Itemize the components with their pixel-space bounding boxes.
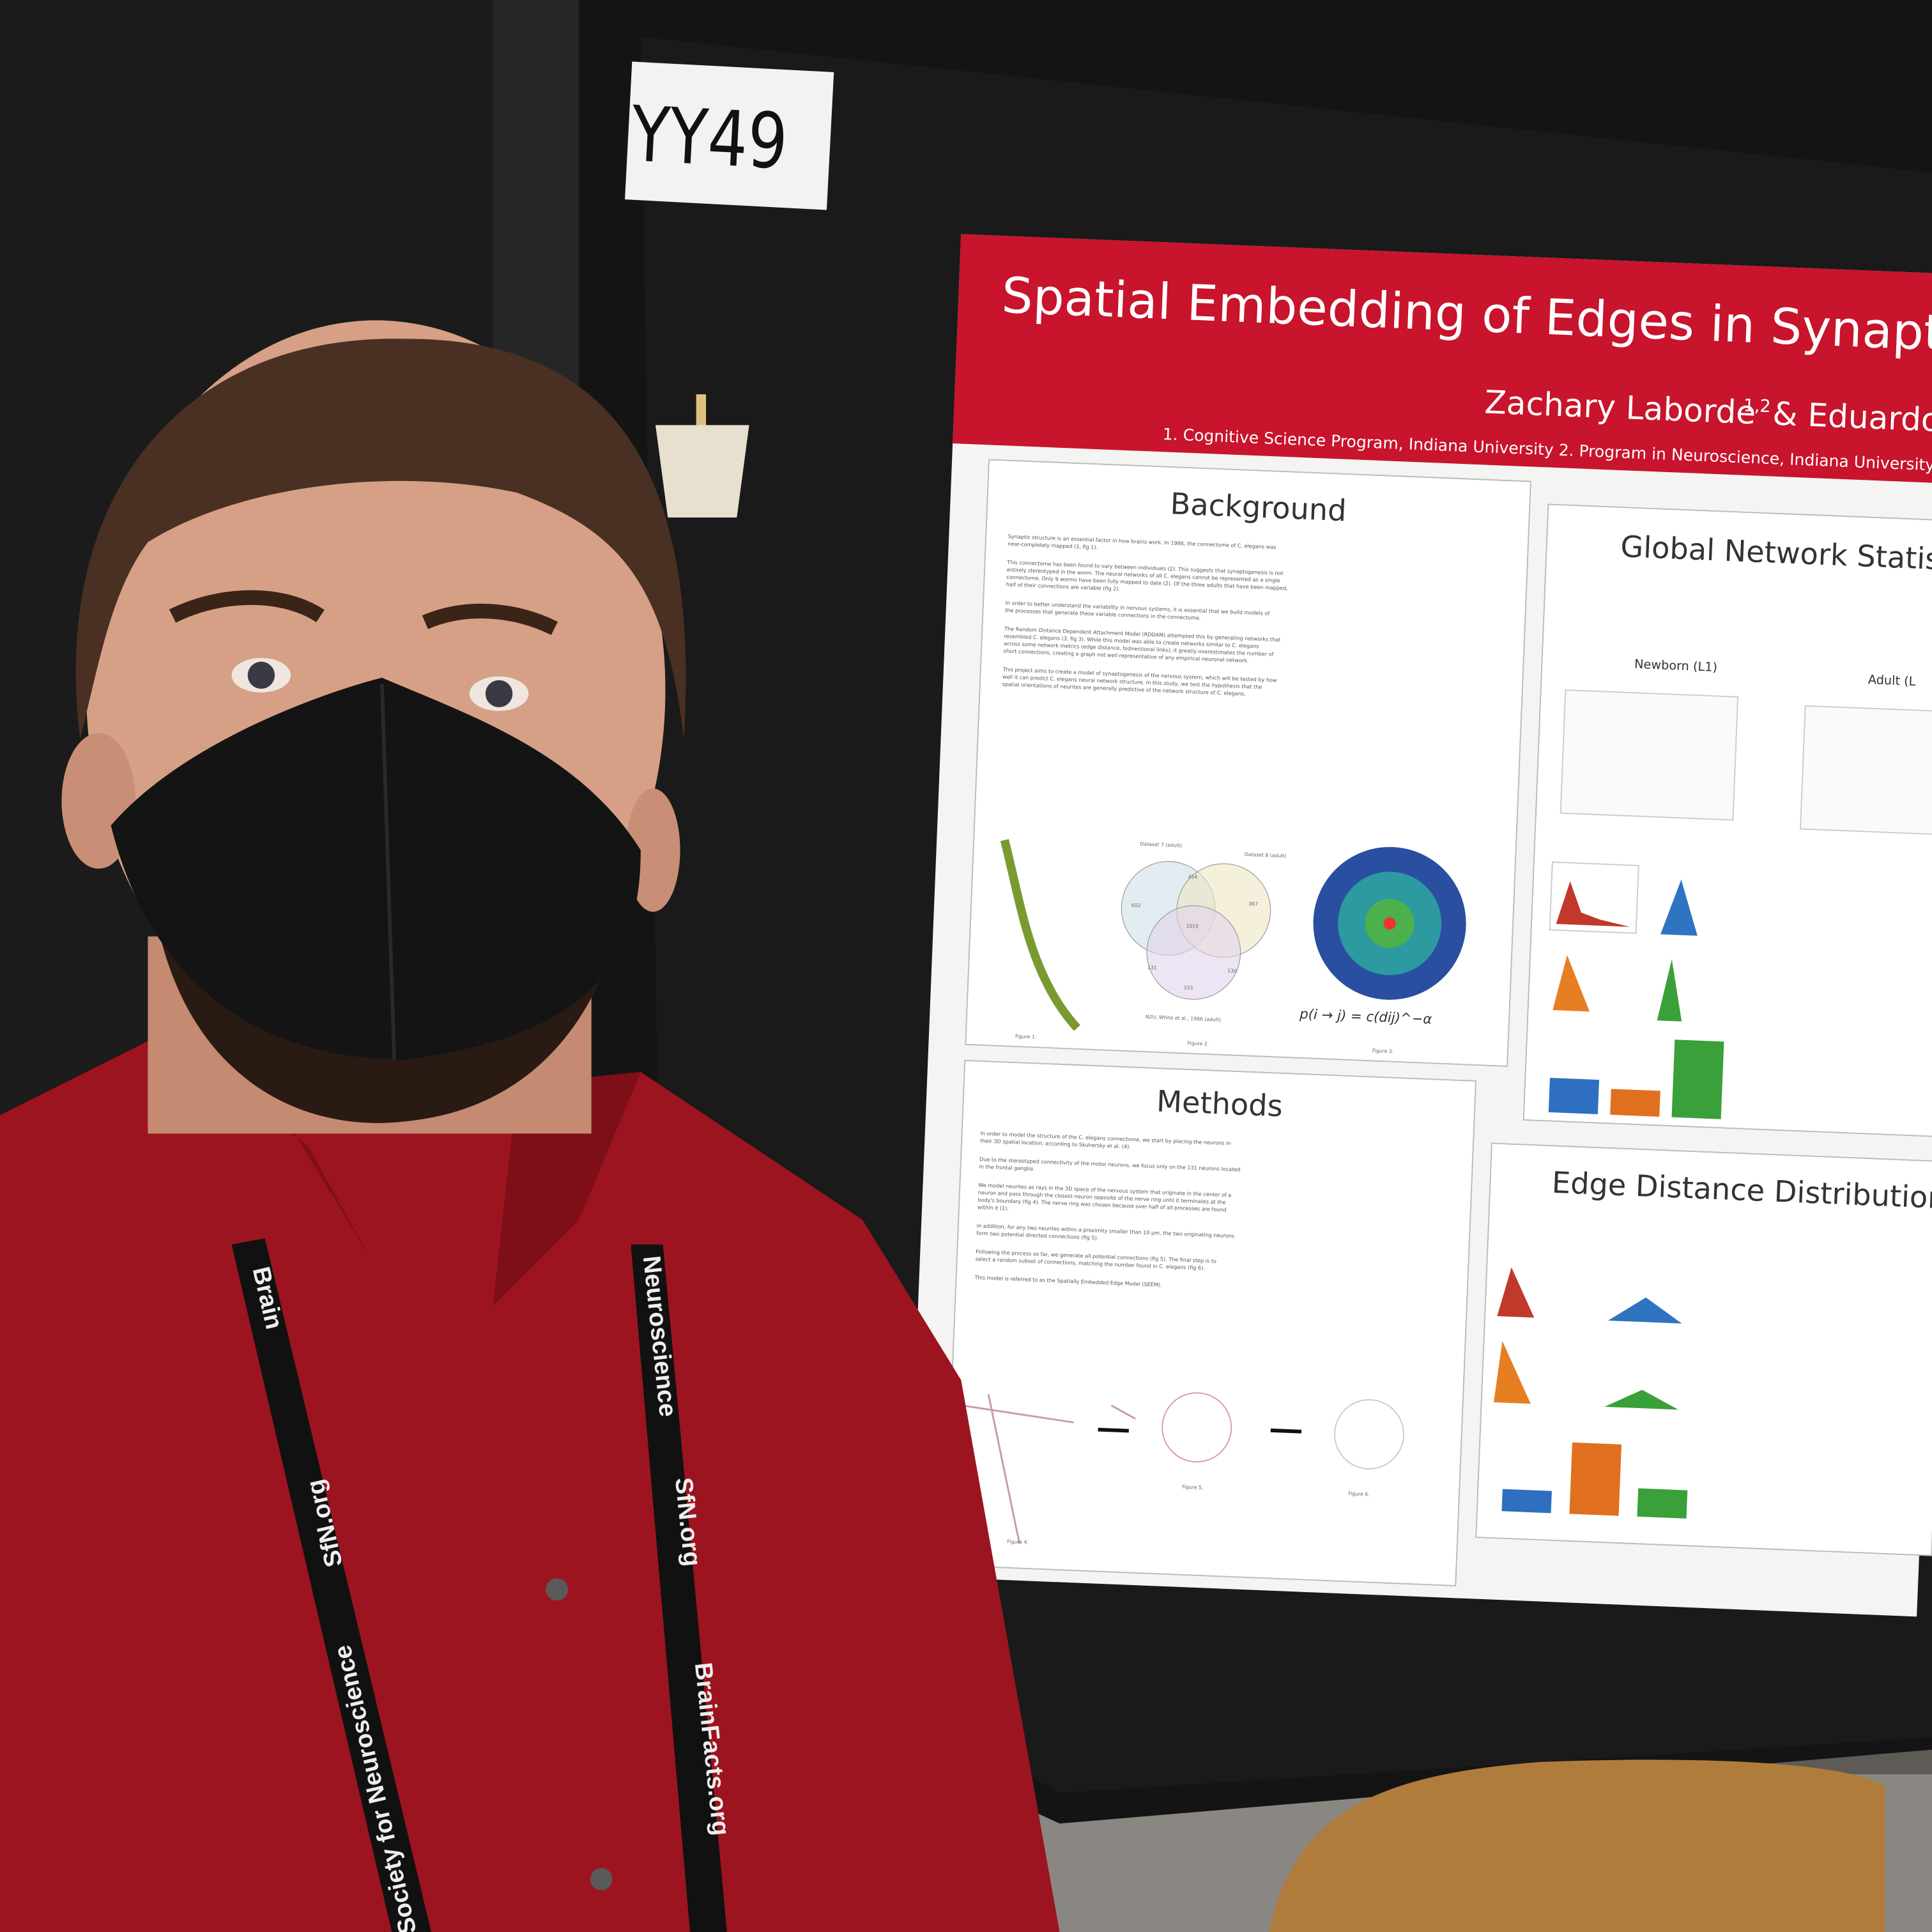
figure-5 xyxy=(1162,1392,1232,1463)
venn-count: 602 xyxy=(1131,902,1141,908)
mask xyxy=(111,677,641,1060)
bar xyxy=(1671,1039,1724,1119)
arrow xyxy=(1098,1427,1129,1433)
histogram xyxy=(1607,1297,1682,1324)
cup xyxy=(656,425,749,518)
button xyxy=(590,1867,613,1890)
venn-counts: 454 602 367 1015 131 130 333 xyxy=(1131,874,1259,991)
booth-label: YY49 xyxy=(629,89,790,187)
caption: Figure 2. xyxy=(1188,1040,1209,1046)
venn-count: 333 xyxy=(1183,985,1193,991)
lanyard-strap xyxy=(631,1244,727,1932)
venn-count: 367 xyxy=(1248,901,1258,907)
venn-count: 1015 xyxy=(1186,923,1199,930)
worm xyxy=(1000,839,1080,1031)
lanyard-strap xyxy=(231,1238,431,1932)
venn-count: 131 xyxy=(1147,965,1157,971)
histogram xyxy=(1556,881,1630,927)
bar xyxy=(1548,1077,1600,1115)
eye xyxy=(485,680,513,707)
caption: Figure 5. xyxy=(1182,1484,1204,1491)
bar xyxy=(1569,1442,1622,1516)
eyebrow xyxy=(422,603,558,635)
venn-label: Dataset 8 (adult) xyxy=(1245,852,1287,859)
plot xyxy=(1799,705,1932,836)
plot xyxy=(1560,689,1739,821)
venn-label: Dataset 7 (adult) xyxy=(1140,841,1182,848)
figure-4 xyxy=(963,1394,1136,1544)
ear xyxy=(625,788,680,912)
hair xyxy=(75,339,686,740)
author: & Eduardo xyxy=(1772,395,1932,440)
histogram xyxy=(1497,1267,1535,1318)
histogram xyxy=(1660,879,1698,936)
section-box xyxy=(1522,503,1932,1138)
caption: Figure 1. xyxy=(1015,1033,1037,1039)
figure-6 xyxy=(1334,1399,1404,1469)
bar xyxy=(1637,1488,1688,1519)
paragraphs: Synaptic structure is an essential facto… xyxy=(1002,533,1288,697)
histogram xyxy=(1604,1390,1679,1410)
mask-seam xyxy=(379,684,397,1060)
section-heading: Methods xyxy=(1156,1084,1284,1123)
sign-card xyxy=(625,61,834,210)
poster-header xyxy=(953,234,1932,484)
figure-3 xyxy=(1383,917,1396,930)
eyebrow xyxy=(169,590,325,623)
panel-title: Adult (L xyxy=(1867,672,1916,689)
author-sup: 1,2 xyxy=(1743,395,1771,417)
caption: Figure 6. xyxy=(1348,1491,1370,1497)
venn-count: 130 xyxy=(1227,968,1237,974)
pencil xyxy=(696,394,707,431)
bar xyxy=(1501,1489,1552,1514)
histogram xyxy=(1494,1340,1531,1404)
caption: Figure 3. xyxy=(1372,1048,1394,1054)
section-box xyxy=(965,459,1531,1067)
booth-sign: YY49 xyxy=(625,61,834,210)
panel-title: Newborn (L1) xyxy=(1634,657,1718,675)
arrow xyxy=(1270,1428,1302,1434)
venn xyxy=(1146,905,1241,1000)
histogram xyxy=(1657,959,1682,1022)
venn-count: 454 xyxy=(1188,874,1197,880)
section-box xyxy=(944,1059,1476,1587)
bar xyxy=(1610,1089,1660,1117)
caption: Figure 4. xyxy=(1007,1538,1029,1545)
eye xyxy=(247,661,275,689)
bystander xyxy=(1269,1759,1885,1932)
histogram xyxy=(1552,955,1590,1012)
section-heading: Background xyxy=(1170,486,1347,528)
button xyxy=(546,1578,569,1601)
poster: Spatial Embedding of Edges in Synaptic G… xyxy=(907,234,1932,1617)
